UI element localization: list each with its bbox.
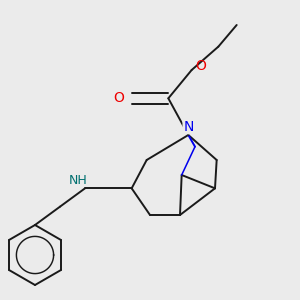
Text: O: O	[114, 91, 124, 105]
Text: O: O	[196, 59, 206, 73]
Text: NH: NH	[69, 173, 88, 187]
Text: N: N	[183, 120, 194, 134]
